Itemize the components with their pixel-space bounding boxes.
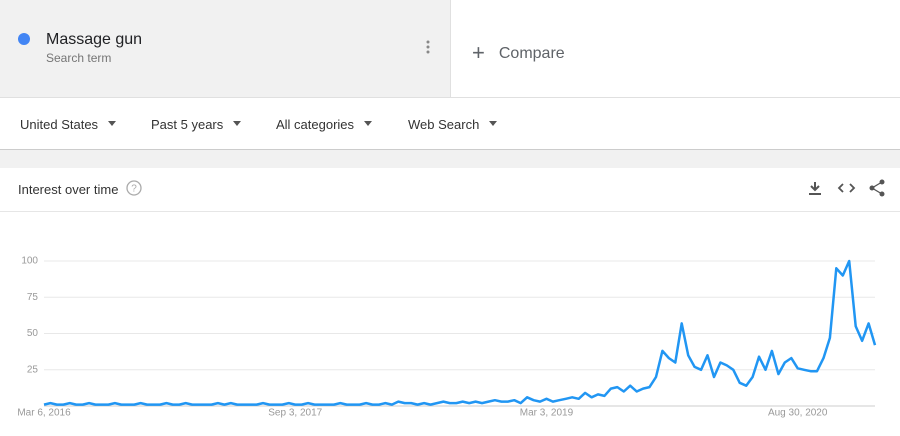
y-tick-label: 25 [27,364,39,375]
compare-label: Compare [498,45,565,62]
filter-bar: United States Past 5 years All categorie… [0,97,900,151]
separator [0,150,900,168]
y-tick-label: 50 [27,328,39,339]
y-tick-label: 75 [27,292,39,303]
trend-line [43,259,877,406]
y-tick-label: 100 [21,256,38,267]
filter[interactable]: Past 5 years [151,117,241,132]
divider [0,211,900,212]
x-tick-label: Mar 3, 2019 [520,408,574,419]
more-menu[interactable] [426,40,430,54]
x-tick-label: Aug 30, 2020 [768,408,828,419]
x-tick-label: Sep 3, 2017 [268,408,322,419]
term-label: Massage gun [46,31,143,48]
filter[interactable]: Web Search [408,117,497,132]
term-sublabel: Search term [46,51,112,65]
card-title: Interest over time [18,182,119,197]
compare-button[interactable]: + Compare [472,40,565,65]
filter[interactable]: All categories [276,117,372,132]
term-color-dot [18,33,30,45]
search-term-panel[interactable]: Massage gun Search term [0,0,451,97]
x-tick-label: Mar 6, 2016 [17,408,71,419]
filter[interactable]: United States [20,117,116,132]
